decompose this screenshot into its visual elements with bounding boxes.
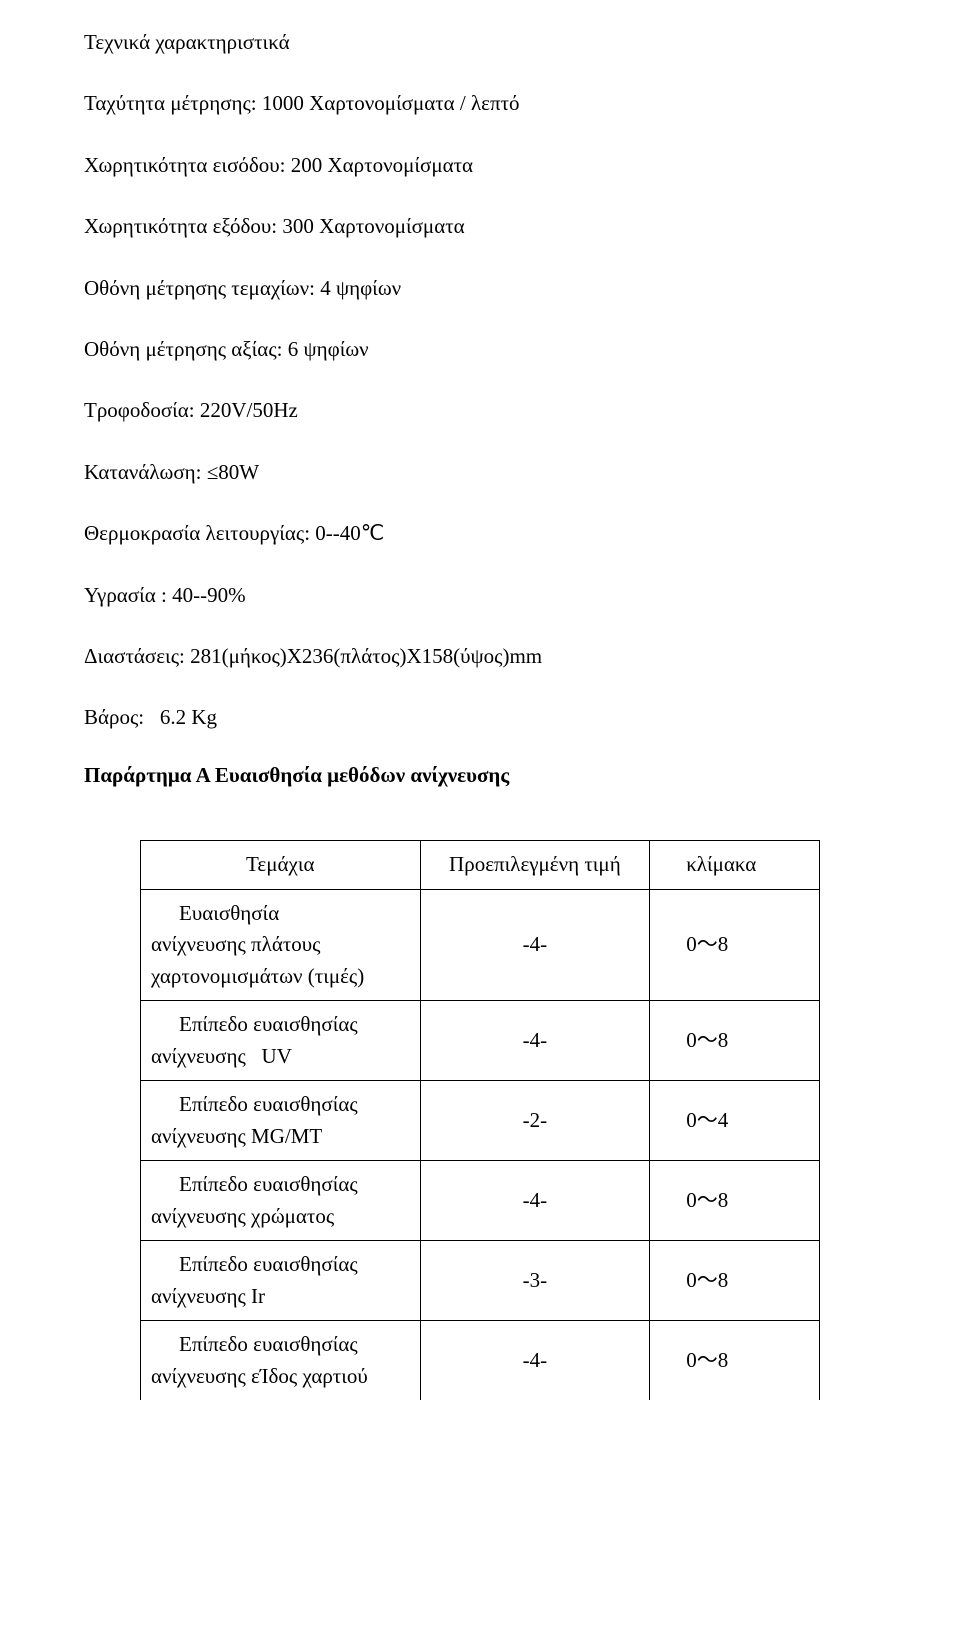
row-label-line2: ανίχνευσης Ir <box>151 1281 410 1313</box>
row-default: -4- <box>420 1161 650 1241</box>
row-label-line1: Επίπεδο ευαισθησίας <box>151 1089 410 1121</box>
header-default: Προεπιλεγμένη τιμή <box>420 841 650 890</box>
row-scale: 0～8 <box>650 1241 820 1321</box>
row-label-line1: Επίπεδο ευαισθησίας <box>151 1329 410 1361</box>
table-row: Επίπεδο ευαισθησίας ανίχνευσης εΊδος χαρ… <box>141 1321 820 1401</box>
spec-line: Κατανάλωση: ≤80W <box>84 458 876 487</box>
header-items: Τεμάχια <box>141 841 421 890</box>
table-header-row: Τεμάχια Προεπιλεγμένη τιμή κλίμακα <box>141 841 820 890</box>
specs-title: Τεχνικά χαρακτηριστικά <box>84 28 876 57</box>
spec-line: Ταχύτητα μέτρησης: 1000 Χαρτονομίσματα /… <box>84 89 876 118</box>
appendix-title: Παράρτημα Α Ευαισθησία μεθόδων ανίχνευση… <box>84 761 876 790</box>
row-label-line1: Ευαισθησία <box>151 898 410 930</box>
row-label: Επίπεδο ευαισθησίας ανίχνευσης MG/MT <box>141 1081 421 1161</box>
spec-line: Χωρητικότητα εισόδου: 200 Χαρτονομίσματα <box>84 151 876 180</box>
spec-line: Οθόνη μέτρησης αξίας: 6 ψηφίων <box>84 335 876 364</box>
spec-line: Χωρητικότητα εξόδου: 300 Χαρτονομίσματα <box>84 212 876 241</box>
row-label-line1: Επίπεδο ευαισθησίας <box>151 1009 410 1041</box>
row-scale: 0～8 <box>650 1321 820 1401</box>
row-label-line2: ανίχνευσης UV <box>151 1041 410 1073</box>
row-label: Επίπεδο ευαισθησίας ανίχνευσης UV <box>141 1001 421 1081</box>
row-label: Επίπεδο ευαισθησίας ανίχνευσης χρώματος <box>141 1161 421 1241</box>
spec-line: Υγρασία : 40--90% <box>84 581 876 610</box>
row-label: Επίπεδο ευαισθησίας ανίχνευσης εΊδος χαρ… <box>141 1321 421 1401</box>
row-scale: 0～8 <box>650 889 820 1001</box>
row-default: -4- <box>420 1321 650 1401</box>
table-row: Επίπεδο ευαισθησίας ανίχνευσης MG/MT -2-… <box>141 1081 820 1161</box>
table-row: Επίπεδο ευαισθησίας ανίχνευσης Ir -3- 0～… <box>141 1241 820 1321</box>
table-row: Ευαισθησία ανίχνευσης πλάτους χαρτονομισ… <box>141 889 820 1001</box>
row-default: -2- <box>420 1081 650 1161</box>
row-scale: 0～8 <box>650 1161 820 1241</box>
header-scale: κλίμακα <box>650 841 820 890</box>
row-scale: 0～8 <box>650 1001 820 1081</box>
sensitivity-table: Τεμάχια Προεπιλεγμένη τιμή κλίμακα Ευαισ… <box>140 840 820 1400</box>
row-default: -4- <box>420 1001 650 1081</box>
spec-line: Τροφοδοσία: 220V/50Hz <box>84 396 876 425</box>
row-label: Ευαισθησία ανίχνευσης πλάτους χαρτονομισ… <box>141 889 421 1001</box>
spec-line: Θερμοκρασία λειτουργίας: 0--40℃ <box>84 519 876 548</box>
row-label-line2: ανίχνευσης MG/MT <box>151 1121 410 1153</box>
table-row: Επίπεδο ευαισθησίας ανίχνευσης χρώματος … <box>141 1161 820 1241</box>
row-scale: 0～4 <box>650 1081 820 1161</box>
row-label-line1: Επίπεδο ευαισθησίας <box>151 1169 410 1201</box>
spec-line: Οθόνη μέτρησης τεμαχίων: 4 ψηφίων <box>84 274 876 303</box>
row-default: -4- <box>420 889 650 1001</box>
row-label: Επίπεδο ευαισθησίας ανίχνευσης Ir <box>141 1241 421 1321</box>
row-label-line2: ανίχνευσης χρώματος <box>151 1201 410 1233</box>
spec-line: Βάρος: 6.2 Kg <box>84 703 876 732</box>
row-label-line3: χαρτονομισμάτων (τιμές) <box>151 961 410 993</box>
table-row: Επίπεδο ευαισθησίας ανίχνευσης UV -4- 0～… <box>141 1001 820 1081</box>
row-label-line1: Επίπεδο ευαισθησίας <box>151 1249 410 1281</box>
row-label-line2: ανίχνευσης πλάτους <box>151 929 410 961</box>
spec-line: Διαστάσεις: 281(μήκος)X236(πλάτος)X158(ύ… <box>84 642 876 671</box>
row-default: -3- <box>420 1241 650 1321</box>
row-label-line2: ανίχνευσης εΊδος χαρτιού <box>151 1361 410 1393</box>
